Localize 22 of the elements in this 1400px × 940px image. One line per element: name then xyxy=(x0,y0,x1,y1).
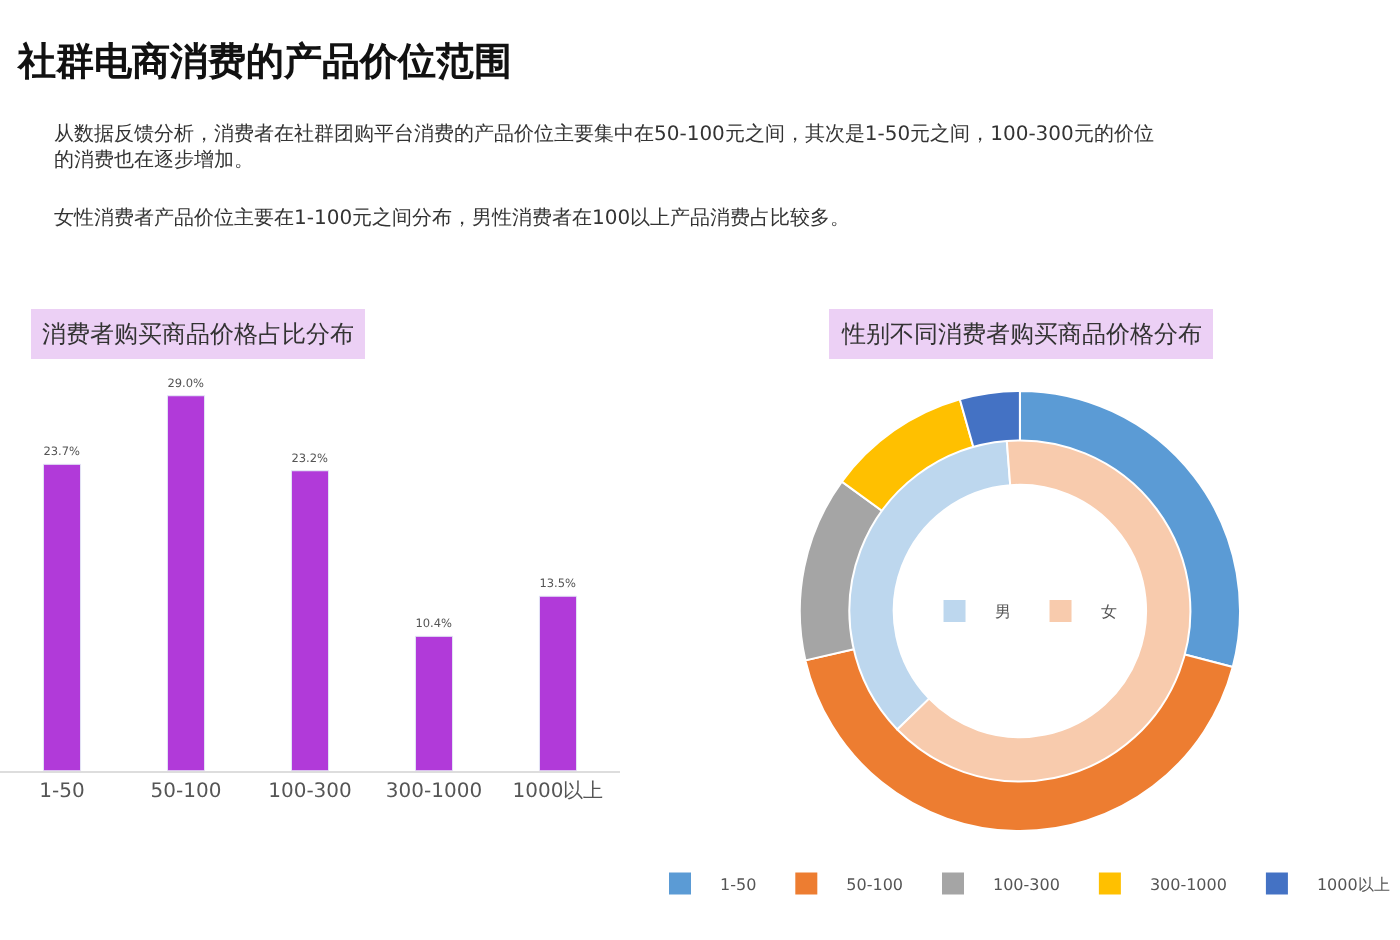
chart-title: 消费者购买商品价格占比分布 xyxy=(42,320,354,348)
bar xyxy=(42,463,82,771)
text: 社群电商消费的产品价位范围 xyxy=(16,40,512,84)
legend-label: 1000以上 xyxy=(1316,875,1390,894)
legend-label: 50-100 xyxy=(846,875,903,894)
x-tick-label: 1000以上 xyxy=(512,778,604,803)
legend-label: 女 xyxy=(1100,603,1117,622)
legend-label: 300-1000 xyxy=(1149,875,1227,894)
bar xyxy=(414,635,454,771)
legend-label: 100-300 xyxy=(993,875,1060,894)
x-tick-label: 1-50 xyxy=(39,780,85,803)
bar xyxy=(290,470,330,771)
bar xyxy=(538,595,578,771)
x-tick-label: 50-100 xyxy=(150,780,222,803)
legend-label: 1-50 xyxy=(720,875,757,894)
bar xyxy=(166,395,206,771)
x-tick-label: 100-300 xyxy=(268,780,352,803)
chart-title: 性别不同消费者购买商品价格分布 xyxy=(840,320,1202,348)
x-tick-label: 300-1000 xyxy=(385,780,483,803)
text: 从数据反馈分析，消费者在社群团购平台消费的产品价位主要集中在50-100元之间，其次是1-50元之间，100-300元的价位的消费也在逐步增加。 xyxy=(54,122,1154,172)
text: 女性消费者产品价位主要在1-100元之间分布，男性消费者在100以上产品消费占比较多。 xyxy=(54,206,851,230)
legend-label: 男 xyxy=(994,603,1011,622)
